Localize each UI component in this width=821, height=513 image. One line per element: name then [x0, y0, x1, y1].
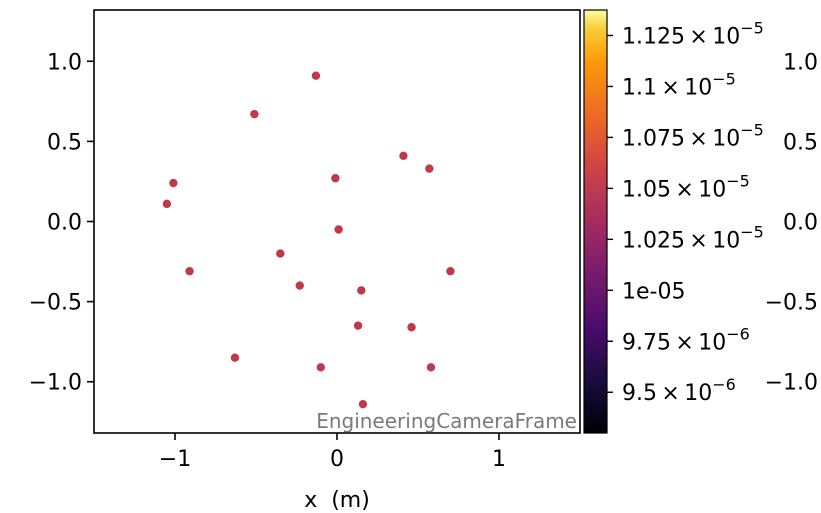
- y-tick-label: 0.0: [47, 211, 82, 236]
- y-tick-label: −1.0: [29, 371, 82, 396]
- right-y-axis: 1.0 0.5 0.0 −0.5 −1.0: [765, 50, 818, 395]
- x-tick-label: 1: [492, 447, 506, 472]
- scatter-point: [169, 178, 178, 188]
- plot-area: EngineeringCameraFrame: [93, 9, 581, 434]
- colorbar-tick-label: 1.05 × 10−5: [622, 171, 750, 202]
- right-y-tick-label: −0.5: [765, 291, 818, 316]
- scatter-point: [311, 71, 321, 80]
- x-axis: −1 0 1: [159, 433, 506, 472]
- x-tick-label: 0: [330, 447, 344, 472]
- right-y-tick-label: −1.0: [765, 371, 818, 396]
- scatter-point: [399, 151, 408, 161]
- scatter-point: [358, 399, 368, 409]
- y-tick-label: 1.0: [47, 50, 82, 75]
- scatter-point: [162, 199, 172, 209]
- scatter-point: [425, 164, 434, 173]
- frame-annotation: EngineeringCameraFrame: [316, 409, 577, 433]
- scatter-points: [162, 71, 455, 409]
- colorbar-tick-label: 9.75 × 10−6: [622, 324, 750, 355]
- y-tick-label: −0.5: [29, 291, 82, 316]
- colorbar-tick-label: 1.125 × 10−5: [622, 18, 764, 49]
- y-axis: 1.0 0.5 0.0 −0.5 −1.0: [29, 50, 94, 396]
- scatter-point: [230, 353, 240, 362]
- scatter-point: [276, 249, 285, 258]
- x-axis-label: x (m): [304, 488, 370, 513]
- right-y-tick-label: 0.0: [783, 211, 818, 236]
- colorbar-gradient: [584, 10, 607, 433]
- scatter-point: [185, 266, 194, 276]
- colorbar-tick-label: 9.5 × 10−6: [622, 375, 736, 406]
- scatter-point: [316, 363, 325, 372]
- scatter-point: [426, 363, 436, 372]
- scatter-point: [407, 323, 416, 332]
- colorbar-ticks: 1.125 × 10−5 1.1 × 10−5 1.075 × 10−5 1.05 ×…: [607, 18, 764, 406]
- scatter-point: [250, 109, 259, 119]
- y-tick-label: 0.5: [47, 130, 82, 155]
- colorbar-frame: [583, 9, 608, 434]
- scatter-point: [331, 174, 340, 183]
- x-tick-label: −1: [159, 447, 191, 472]
- right-y-tick-label: 0.5: [783, 130, 818, 155]
- colorbar-tick-label: 1.075 × 10−5: [622, 120, 764, 151]
- scatter-point: [357, 286, 366, 295]
- plot-frame: [93, 9, 581, 434]
- colorbar-tick-label: 1.025 × 10−5: [622, 222, 764, 253]
- scatter-point: [295, 281, 304, 290]
- scatter-point: [353, 321, 363, 330]
- scatter-point: [446, 266, 455, 276]
- colorbar-tick-label: 1.1 × 10−5: [622, 69, 736, 100]
- right-y-tick-label: 1.0: [783, 50, 818, 75]
- colorbar: 1.125 × 10−5 1.1 × 10−5 1.075 × 10−5 1.05 ×…: [583, 9, 764, 434]
- scatter-point: [334, 225, 343, 234]
- colorbar-tick-label: 1e-05: [622, 279, 685, 304]
